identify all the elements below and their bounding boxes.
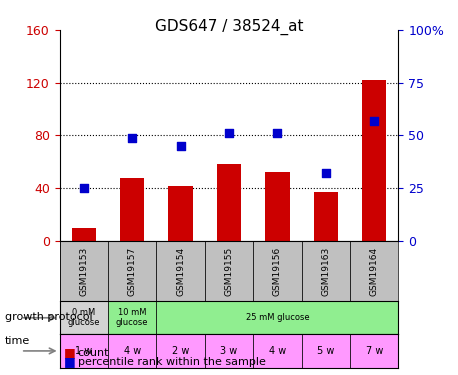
Text: growth protocol: growth protocol	[5, 312, 92, 322]
Text: GSM19154: GSM19154	[176, 246, 185, 296]
Text: time: time	[5, 336, 30, 346]
FancyBboxPatch shape	[205, 334, 253, 368]
FancyBboxPatch shape	[60, 301, 108, 334]
Bar	[265, 172, 289, 241]
Text: 5 w: 5 w	[317, 346, 334, 356]
Text: GSM19153: GSM19153	[79, 246, 88, 296]
FancyBboxPatch shape	[60, 241, 108, 301]
Bar	[314, 192, 338, 241]
Text: GDS647 / 38524_at: GDS647 / 38524_at	[155, 19, 303, 35]
FancyBboxPatch shape	[108, 334, 156, 368]
FancyBboxPatch shape	[350, 241, 398, 301]
Text: GSM19164: GSM19164	[370, 246, 379, 296]
Point	[177, 143, 184, 149]
Point	[129, 135, 136, 141]
Text: 2 w: 2 w	[172, 346, 189, 356]
FancyBboxPatch shape	[156, 241, 205, 301]
Text: 25 mM glucose: 25 mM glucose	[245, 313, 309, 322]
Bar	[169, 186, 193, 241]
Text: 4 w: 4 w	[269, 346, 286, 356]
Text: ■: ■	[64, 346, 76, 359]
FancyBboxPatch shape	[253, 241, 302, 301]
FancyBboxPatch shape	[205, 241, 253, 301]
Text: 1 w: 1 w	[75, 346, 93, 356]
Point	[225, 130, 233, 136]
Bar	[217, 165, 241, 241]
Text: GSM19157: GSM19157	[128, 246, 136, 296]
Bar	[362, 80, 387, 241]
Text: percentile rank within the sample: percentile rank within the sample	[78, 357, 266, 367]
Text: GSM19163: GSM19163	[322, 246, 330, 296]
FancyBboxPatch shape	[156, 301, 398, 334]
Point	[371, 118, 378, 124]
Point	[80, 185, 87, 191]
FancyBboxPatch shape	[302, 241, 350, 301]
Bar	[71, 228, 96, 241]
Text: GSM19156: GSM19156	[273, 246, 282, 296]
Text: 0 mM
glucose: 0 mM glucose	[67, 308, 100, 327]
Text: 7 w: 7 w	[365, 346, 383, 356]
Text: 4 w: 4 w	[124, 346, 141, 356]
FancyBboxPatch shape	[253, 334, 302, 368]
Text: GSM19155: GSM19155	[224, 246, 234, 296]
FancyBboxPatch shape	[108, 241, 156, 301]
Text: ■: ■	[64, 356, 76, 368]
Text: count: count	[78, 348, 109, 357]
FancyBboxPatch shape	[156, 334, 205, 368]
Bar	[120, 178, 144, 241]
Text: 10 mM
glucose: 10 mM glucose	[116, 308, 148, 327]
Point	[322, 170, 329, 176]
FancyBboxPatch shape	[350, 334, 398, 368]
FancyBboxPatch shape	[108, 301, 156, 334]
Text: 3 w: 3 w	[220, 346, 238, 356]
Point	[274, 130, 281, 136]
FancyBboxPatch shape	[302, 334, 350, 368]
FancyBboxPatch shape	[60, 334, 108, 368]
